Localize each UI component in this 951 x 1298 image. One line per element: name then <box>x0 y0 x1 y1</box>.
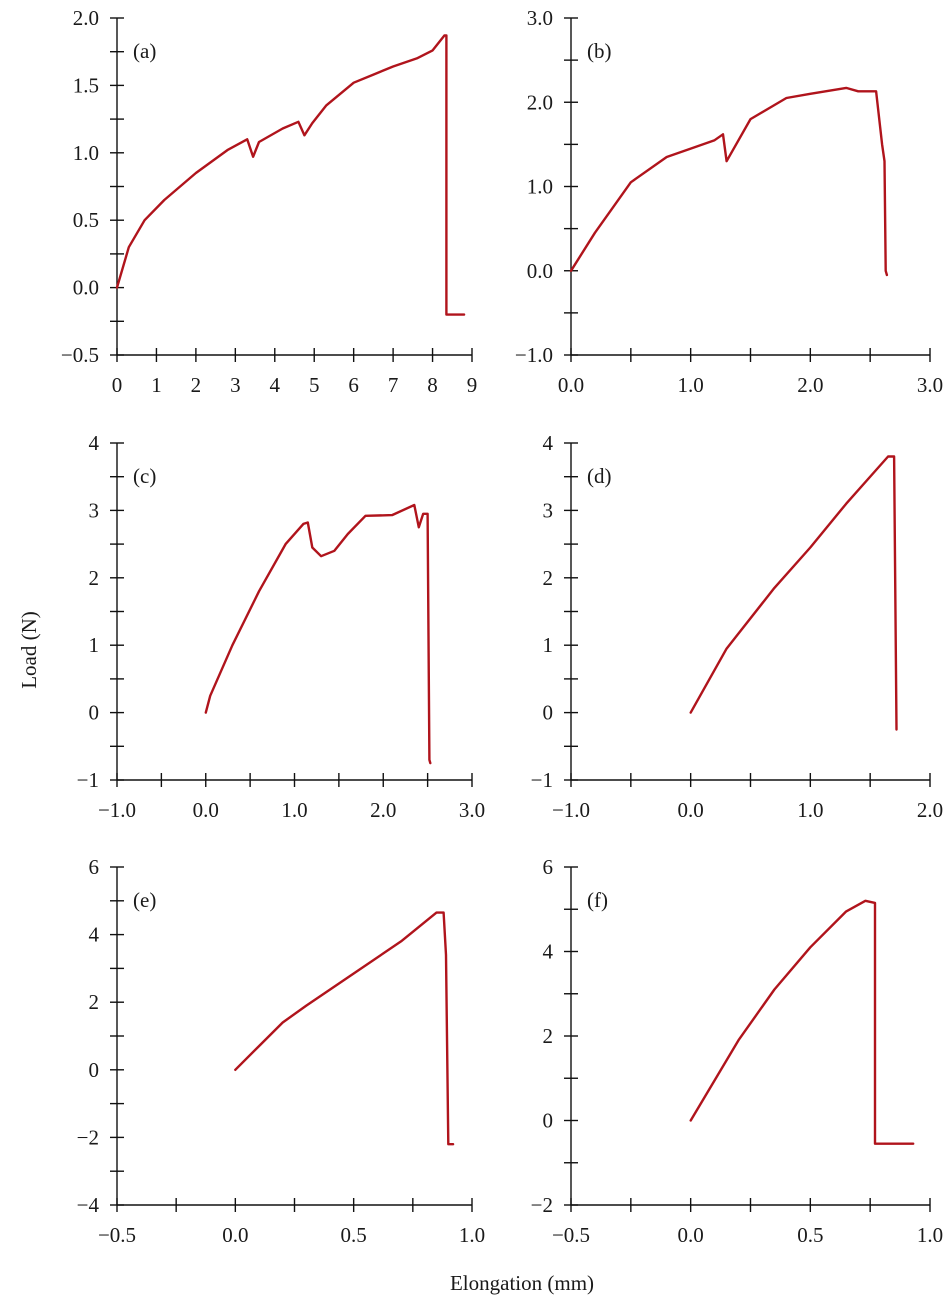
x-tick-label: 1 <box>151 373 162 397</box>
x-tick-label: 8 <box>427 373 438 397</box>
y-tick-label: −2 <box>77 1125 99 1149</box>
y-tick-label: 1 <box>543 633 554 657</box>
x-tick-label: 0.5 <box>341 1223 367 1247</box>
x-tick-label: 1.0 <box>797 798 823 822</box>
y-tick-label: 4 <box>543 431 554 455</box>
y-tick-label: 0.5 <box>73 208 99 232</box>
x-tick-label: −1.0 <box>552 798 590 822</box>
x-tick-label: 0.0 <box>222 1223 248 1247</box>
y-tick-label: 1.0 <box>527 175 553 199</box>
x-tick-label: 0.0 <box>558 373 584 397</box>
y-tick-label: −4 <box>77 1193 100 1217</box>
x-tick-label: 4 <box>270 373 281 397</box>
x-tick-label: 2.0 <box>917 798 943 822</box>
x-tick-label: 0.0 <box>678 1223 704 1247</box>
chart-panel: −0.5 0.0 0.5 1.0 −2 0 2 4 6 (f) <box>531 855 943 1247</box>
chart-panel: −1.0 0.0 1.0 2.0 3.0 −1 0 1 2 3 4 (c) <box>77 431 485 822</box>
x-axis-title: Elongation (mm) <box>450 1271 594 1295</box>
x-tick-label: −0.5 <box>98 1223 136 1247</box>
y-tick-label: 0 <box>89 701 100 725</box>
y-tick-label: 4 <box>543 940 554 964</box>
x-tick-label: 1.0 <box>281 798 307 822</box>
x-tick-label: 6 <box>348 373 359 397</box>
panel-label: (b) <box>587 39 612 63</box>
y-tick-label: −2 <box>531 1193 553 1217</box>
panel-label: (e) <box>133 888 156 912</box>
y-tick-label: 2 <box>543 1024 554 1048</box>
x-tick-label: −0.5 <box>552 1223 590 1247</box>
y-tick-label: −1 <box>531 768 553 792</box>
load-elongation-line <box>234 911 455 1146</box>
y-tick-label: 1.0 <box>73 141 99 165</box>
y-tick-label: 1 <box>89 633 100 657</box>
y-tick-label: 0 <box>543 1109 554 1133</box>
panel-label: (c) <box>133 464 156 488</box>
y-tick-label: 1.5 <box>73 73 99 97</box>
y-tick-label: 6 <box>543 855 554 879</box>
chart-panel: 0 1 2 3 4 5 6 7 8 9 −0.5 0.0 0.5 1.0 1.5 2.0 (a) <box>61 6 477 397</box>
x-tick-label: 2 <box>191 373 202 397</box>
y-tick-label: −1 <box>77 768 99 792</box>
y-tick-label: 0 <box>543 701 554 725</box>
y-tick-label: 0.0 <box>527 259 553 283</box>
y-tick-label: 6 <box>89 855 100 879</box>
chart-panel: −0.5 0.0 0.5 1.0 −4 −2 0 2 4 6 (e) <box>77 855 485 1247</box>
load-elongation-line <box>689 899 915 1145</box>
y-tick-label: 3.0 <box>527 6 553 30</box>
x-tick-label: 3.0 <box>917 373 943 397</box>
x-tick-label: 0.0 <box>678 798 704 822</box>
x-tick-label: −1.0 <box>98 798 136 822</box>
y-tick-label: −1.0 <box>515 343 553 367</box>
chart-panel: −1.0 0.0 1.0 2.0 −1 0 1 2 3 4 (d) <box>531 431 943 822</box>
y-tick-label: 2 <box>89 990 100 1014</box>
x-tick-label: 2.0 <box>370 798 396 822</box>
y-tick-label: 4 <box>89 923 100 947</box>
chart-panel: 0.0 1.0 2.0 3.0−1.00.01.02.03.0(b) <box>515 6 943 397</box>
y-tick-label: −0.5 <box>61 343 99 367</box>
y-tick-label: 2.0 <box>527 90 553 114</box>
x-tick-label: 7 <box>388 373 399 397</box>
panel-label: (d) <box>587 464 612 488</box>
y-tick-label: 2 <box>543 566 554 590</box>
x-tick-label: 2.0 <box>797 373 823 397</box>
x-tick-label: 1.0 <box>678 373 704 397</box>
y-axis-title: Load (N) <box>17 611 41 689</box>
x-tick-label: 1.0 <box>459 1223 485 1247</box>
y-tick-label: 3 <box>543 498 554 522</box>
load-elongation-line <box>569 86 889 277</box>
x-tick-label: 9 <box>467 373 478 397</box>
y-tick-label: 0.0 <box>73 276 99 300</box>
load-elongation-line <box>689 455 898 731</box>
y-tick-label: 2 <box>89 566 100 590</box>
y-tick-label: 2.0 <box>73 6 99 30</box>
y-tick-label: 4 <box>89 431 100 455</box>
chart-panels: 0 1 2 3 4 5 6 7 8 9 −0.5 0.0 0.5 1.0 1.5 2.0 (a) 0.0 1.0 2.… <box>61 6 943 1247</box>
x-tick-label: 0.0 <box>193 798 219 822</box>
y-tick-label: 3 <box>89 498 100 522</box>
x-tick-label: 0 <box>112 373 123 397</box>
y-tick-label: 0 <box>89 1058 100 1082</box>
x-tick-label: 3.0 <box>459 798 485 822</box>
x-tick-label: 1.0 <box>917 1223 943 1247</box>
x-tick-label: 5 <box>309 373 320 397</box>
x-tick-label: 3 <box>230 373 241 397</box>
load-elongation-line <box>115 34 466 316</box>
x-tick-label: 0.5 <box>797 1223 823 1247</box>
panel-label: (f) <box>587 888 608 912</box>
load-elongation-line <box>204 503 432 765</box>
panel-label: (a) <box>133 39 156 63</box>
